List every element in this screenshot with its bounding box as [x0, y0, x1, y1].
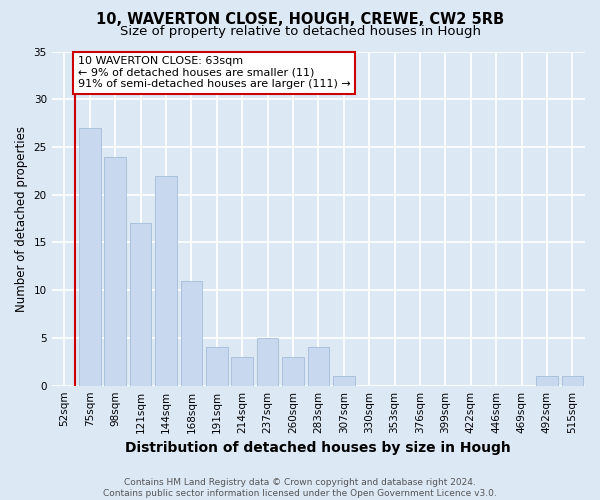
- Bar: [333, 376, 355, 386]
- X-axis label: Distribution of detached houses by size in Hough: Distribution of detached houses by size …: [125, 441, 511, 455]
- Y-axis label: Number of detached properties: Number of detached properties: [15, 126, 28, 312]
- Bar: [181, 280, 202, 386]
- Text: 10 WAVERTON CLOSE: 63sqm
← 9% of detached houses are smaller (11)
91% of semi-de: 10 WAVERTON CLOSE: 63sqm ← 9% of detache…: [77, 56, 350, 90]
- Bar: [257, 338, 278, 386]
- Bar: [536, 376, 557, 386]
- Text: Contains HM Land Registry data © Crown copyright and database right 2024.
Contai: Contains HM Land Registry data © Crown c…: [103, 478, 497, 498]
- Bar: [282, 357, 304, 386]
- Bar: [232, 357, 253, 386]
- Text: 10, WAVERTON CLOSE, HOUGH, CREWE, CW2 5RB: 10, WAVERTON CLOSE, HOUGH, CREWE, CW2 5R…: [96, 12, 504, 28]
- Bar: [562, 376, 583, 386]
- Bar: [206, 348, 227, 386]
- Bar: [104, 156, 126, 386]
- Bar: [308, 348, 329, 386]
- Bar: [79, 128, 101, 386]
- Bar: [155, 176, 177, 386]
- Text: Size of property relative to detached houses in Hough: Size of property relative to detached ho…: [119, 25, 481, 38]
- Bar: [130, 224, 151, 386]
